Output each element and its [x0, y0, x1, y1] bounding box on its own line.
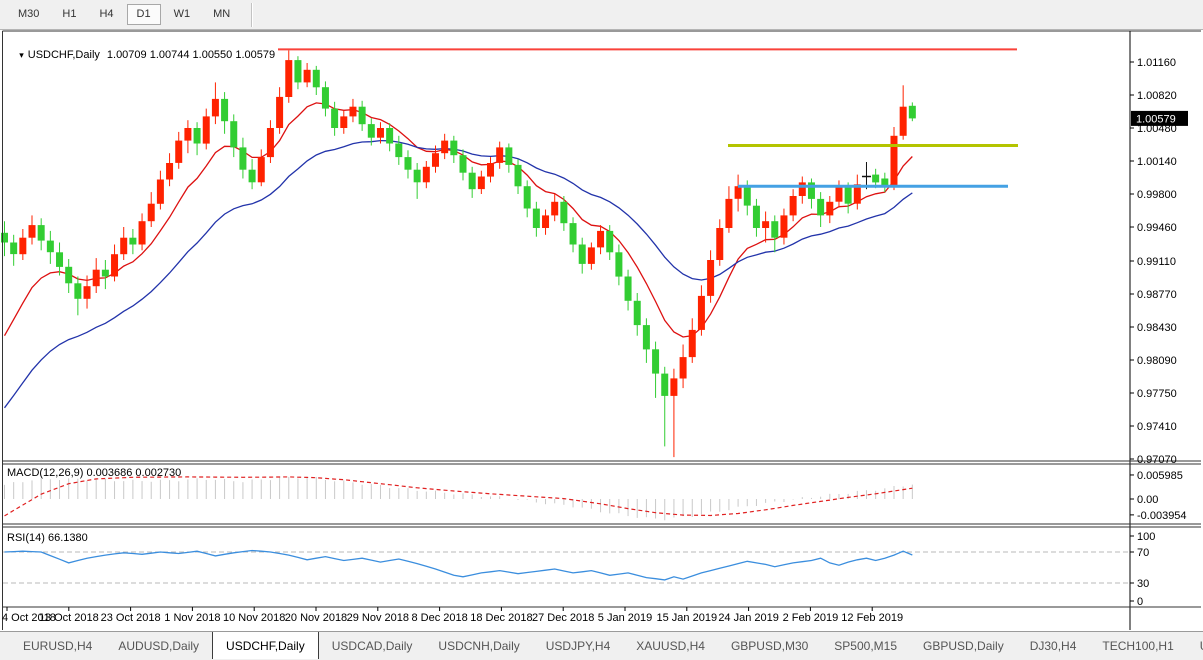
svg-text:0.005985: 0.005985: [1137, 470, 1183, 482]
svg-text:0: 0: [1137, 596, 1143, 608]
tab-usdchf-daily[interactable]: USDCHF,Daily: [212, 632, 319, 659]
rsi-pane: 100 70 30 0: [3, 531, 1155, 608]
current-price-tag: 1.00579: [1131, 110, 1188, 126]
timeframe-toolbar: M30 H1 H4 D1 W1 MN: [0, 0, 1203, 30]
svg-text:2 Feb 2019: 2 Feb 2019: [783, 612, 839, 624]
svg-text:13 Oct 2018: 13 Oct 2018: [39, 612, 99, 624]
svg-text:18 Dec 2018: 18 Dec 2018: [470, 612, 532, 624]
macd-signal-line: [4, 476, 913, 517]
svg-text:20 Nov 2018: 20 Nov 2018: [285, 612, 347, 624]
svg-text:30: 30: [1137, 578, 1149, 590]
tab-sp500-m15[interactable]: SP500,M15: [834, 639, 898, 653]
svg-text:0.98770: 0.98770: [1137, 289, 1177, 301]
svg-text:0.99800: 0.99800: [1137, 189, 1177, 201]
svg-text:0.99460: 0.99460: [1137, 222, 1177, 234]
tab-dj30-h4[interactable]: DJ30,H4: [1029, 639, 1077, 653]
chart-title-bar: ▾ USDCHF,Daily 1.00709 1.00744 1.00550 1.0…: [7, 36, 275, 75]
svg-text:5 Jan 2019: 5 Jan 2019: [598, 612, 652, 624]
tab-tech100-h1[interactable]: TECH100,H1: [1102, 639, 1174, 653]
tab-uk-clipped[interactable]: UK: [1187, 632, 1203, 660]
candlestick-series: [1, 50, 916, 458]
timeframe-h4-button[interactable]: H4: [89, 4, 123, 25]
tab-gbpusd-daily[interactable]: GBPUSD,Daily: [923, 639, 1004, 653]
svg-text:1.00480: 1.00480: [1137, 123, 1177, 135]
drawn-hlines: [278, 48, 1018, 188]
symbol-dropdown-icon[interactable]: ▾: [19, 50, 24, 60]
symbol-tab-bar: EURUSD,H4 AUDUSD,Daily USDCHF,Daily USDC…: [0, 631, 1203, 660]
svg-text:1.00820: 1.00820: [1137, 90, 1177, 102]
svg-text:70: 70: [1137, 547, 1149, 559]
chart-ohlc-values: 1.00709 1.00744 1.00550 1.00579: [106, 49, 276, 61]
svg-text:0.97750: 0.97750: [1137, 388, 1177, 400]
moving-averages: [3, 102, 913, 409]
svg-text:4 Oct 2018: 4 Oct 2018: [2, 612, 56, 624]
tab-usdcnh-daily[interactable]: USDCNH,Daily: [438, 639, 520, 653]
svg-text:0.98430: 0.98430: [1137, 322, 1177, 334]
rsi-line: [4, 549, 913, 581]
svg-text:-0.003954: -0.003954: [1137, 510, 1187, 522]
macd-indicator-label: MACD(12,26,9) 0.003686 0.002730: [7, 467, 182, 479]
svg-text:24 Jan 2019: 24 Jan 2019: [718, 612, 779, 624]
svg-text:0.97070: 0.97070: [1137, 454, 1177, 466]
svg-text:1.00579: 1.00579: [1136, 113, 1176, 125]
tab-usdcad-daily[interactable]: USDCAD,Daily: [331, 639, 413, 653]
svg-text:1.00140: 1.00140: [1137, 156, 1177, 168]
tab-audusd-daily[interactable]: AUDUSD,Daily: [118, 639, 200, 653]
svg-text:1.01160: 1.01160: [1137, 57, 1176, 69]
timeframe-mn-button[interactable]: MN: [203, 4, 240, 25]
timeframe-m30-button[interactable]: M30: [8, 4, 49, 25]
svg-text:8 Dec 2018: 8 Dec 2018: [411, 612, 467, 624]
svg-text:1 Nov 2018: 1 Nov 2018: [164, 612, 220, 624]
timeframe-d1-button[interactable]: D1: [126, 4, 161, 25]
svg-text:27 Dec 2018: 27 Dec 2018: [532, 612, 594, 624]
svg-text:0.99110: 0.99110: [1137, 256, 1176, 268]
svg-text:0.00: 0.00: [1137, 494, 1158, 506]
svg-text:12 Feb 2019: 12 Feb 2019: [841, 612, 903, 624]
toolbar-separator: [251, 2, 253, 27]
tab-gbpusd-m30[interactable]: GBPUSD,M30: [730, 639, 809, 653]
price-axis: 1.01160 1.00820 1.00480 1.00140 0.99800 0.994…: [1130, 57, 1177, 466]
svg-text:23 Oct 2018: 23 Oct 2018: [101, 612, 161, 624]
svg-text:29 Nov 2018: 29 Nov 2018: [347, 612, 409, 624]
ma-slow-line: [3, 139, 913, 409]
chart-window: 1.01160 1.00820 1.00480 1.00140 0.99800 0.994…: [0, 30, 1203, 631]
macd-pane: 0.005985 0.00 -0.003954: [4, 470, 1187, 522]
chart-symbol-title: USDCHF,Daily: [27, 49, 100, 61]
svg-text:0.98090: 0.98090: [1137, 355, 1177, 367]
tab-xauusd-h4[interactable]: XAUUSD,H4: [636, 639, 705, 653]
svg-text:15 Jan 2019: 15 Jan 2019: [657, 612, 718, 624]
timeframe-h1-button[interactable]: H1: [52, 4, 86, 25]
tab-eurusd-h4[interactable]: EURUSD,H4: [23, 639, 93, 653]
ma-fast-line: [3, 102, 913, 338]
chart-frame: [2, 30, 1201, 630]
tab-usdjpy-h4[interactable]: USDJPY,H4: [545, 639, 611, 653]
svg-text:100: 100: [1137, 531, 1155, 543]
svg-text:0.97410: 0.97410: [1137, 421, 1177, 433]
rsi-indicator-label: RSI(14) 66.1380: [7, 532, 88, 544]
svg-text:10 Nov 2018: 10 Nov 2018: [223, 612, 285, 624]
chart-canvas[interactable]: 1.01160 1.00820 1.00480 1.00140 0.99800 0.994…: [0, 30, 1203, 631]
timeframe-w1-button[interactable]: W1: [164, 4, 201, 25]
